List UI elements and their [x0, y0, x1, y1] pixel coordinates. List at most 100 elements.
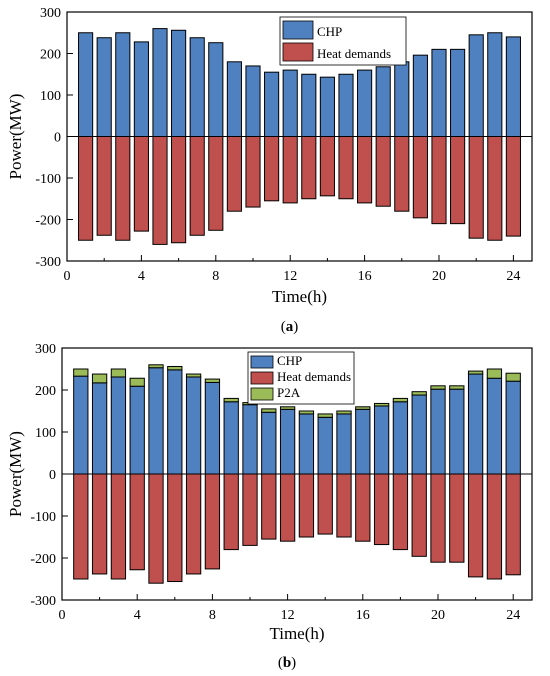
bar-p2a: [261, 408, 277, 413]
bar-heat-demands: [301, 136, 317, 200]
bar-heat-demands: [505, 136, 521, 237]
bar-chp: [282, 69, 298, 137]
bar-chp: [357, 69, 373, 137]
bar-chp: [152, 28, 168, 138]
bar-heat-demands: [282, 136, 298, 204]
y-tick-label: -300: [30, 594, 56, 609]
bar-p2a: [73, 368, 89, 377]
bar-p2a: [129, 377, 145, 387]
bar-heat-demands: [505, 473, 521, 576]
bar-chp: [185, 376, 202, 475]
bar-chp: [171, 29, 187, 137]
x-tick-label: 4: [134, 608, 141, 623]
bar-heat-demands: [298, 473, 315, 538]
x-tick-label: 24: [506, 269, 520, 284]
legend-swatch: [282, 42, 314, 62]
bar-p2a: [355, 406, 371, 410]
bar-p2a: [392, 397, 409, 403]
bar-chp: [242, 404, 258, 475]
y-tick-label: 0: [54, 131, 61, 146]
y-axis-label: Power(MW): [6, 94, 25, 180]
bar-p2a: [185, 373, 202, 378]
bar-heat-demands: [357, 136, 373, 204]
x-tick-label: 8: [209, 608, 216, 623]
bar-heat-demands: [261, 473, 277, 540]
x-tick-label: 16: [358, 269, 372, 284]
bar-chp: [301, 73, 317, 137]
legend-swatch: [250, 355, 274, 369]
bar-chp: [115, 32, 131, 137]
bar-heat-demands: [430, 473, 446, 563]
bar-chp: [261, 411, 277, 475]
bar-heat-demands: [73, 473, 89, 580]
y-tick-label: -100: [35, 172, 61, 187]
bar-chp: [204, 381, 221, 475]
bar-heat-demands: [204, 473, 221, 570]
bar-p2a: [91, 373, 108, 384]
panel-caption: (a): [281, 319, 299, 335]
panel-caption: (b): [278, 655, 296, 671]
legend-label: Heat demands: [317, 46, 391, 61]
bar-heat-demands: [450, 136, 466, 225]
bar-chp: [505, 380, 521, 475]
bar-heat-demands: [226, 136, 242, 212]
bar-chp: [298, 413, 315, 475]
bar-p2a: [204, 378, 221, 383]
bar-heat-demands: [486, 473, 503, 580]
bar-heat-demands: [375, 136, 391, 207]
bar-chp: [338, 73, 354, 137]
x-tick-label: 0: [64, 269, 71, 284]
x-tick-label: 16: [356, 608, 370, 623]
bar-chp: [96, 37, 112, 137]
bar-chp: [336, 413, 352, 475]
bar-chp: [412, 54, 428, 137]
bar-chp: [208, 42, 224, 137]
bar-heat-demands: [152, 136, 168, 245]
bar-chp: [110, 376, 127, 475]
bar-chp: [91, 382, 108, 475]
bar-heat-demands: [317, 473, 333, 535]
legend-swatch: [282, 20, 314, 40]
bar-p2a: [317, 413, 333, 418]
legend-label: P2A: [277, 385, 301, 400]
bar-heat-demands: [96, 136, 112, 236]
bar-heat-demands: [245, 136, 261, 208]
bar-chp: [392, 401, 409, 475]
bar-heat-demands: [394, 136, 410, 212]
bar-p2a: [411, 391, 427, 396]
bar-chp: [279, 408, 296, 475]
bar-p2a: [505, 372, 521, 382]
bar-p2a: [449, 385, 465, 390]
y-tick-label: -200: [30, 552, 56, 567]
bar-chp: [394, 61, 410, 137]
bar-heat-demands: [110, 473, 127, 580]
bar-heat-demands: [336, 473, 352, 538]
bar-chp: [133, 41, 149, 138]
bar-p2a: [373, 402, 390, 407]
bar-heat-demands: [468, 136, 484, 239]
bar-heat-demands: [449, 473, 465, 563]
bar-heat-demands: [91, 473, 108, 575]
bar-p2a: [336, 410, 352, 415]
bar-chp: [73, 375, 89, 475]
bar-chp: [467, 373, 484, 475]
bar-heat-demands: [242, 473, 258, 546]
y-tick-label: 0: [49, 468, 56, 483]
bar-heat-demands: [148, 473, 164, 584]
bar-p2a: [467, 370, 484, 375]
bar-chp: [148, 367, 164, 475]
y-tick-label: -200: [35, 214, 61, 229]
bar-p2a: [298, 410, 315, 415]
bar-heat-demands: [189, 136, 205, 236]
bar-chp: [486, 377, 503, 475]
bar-heat-demands: [412, 136, 428, 219]
y-tick-label: 100: [35, 426, 56, 441]
x-axis-label: Time(h): [269, 624, 324, 643]
bar-chp: [505, 36, 521, 137]
x-tick-label: 20: [431, 608, 445, 623]
bar-chp: [468, 34, 484, 137]
bar-chp: [226, 61, 242, 137]
bar-chp: [167, 369, 183, 475]
